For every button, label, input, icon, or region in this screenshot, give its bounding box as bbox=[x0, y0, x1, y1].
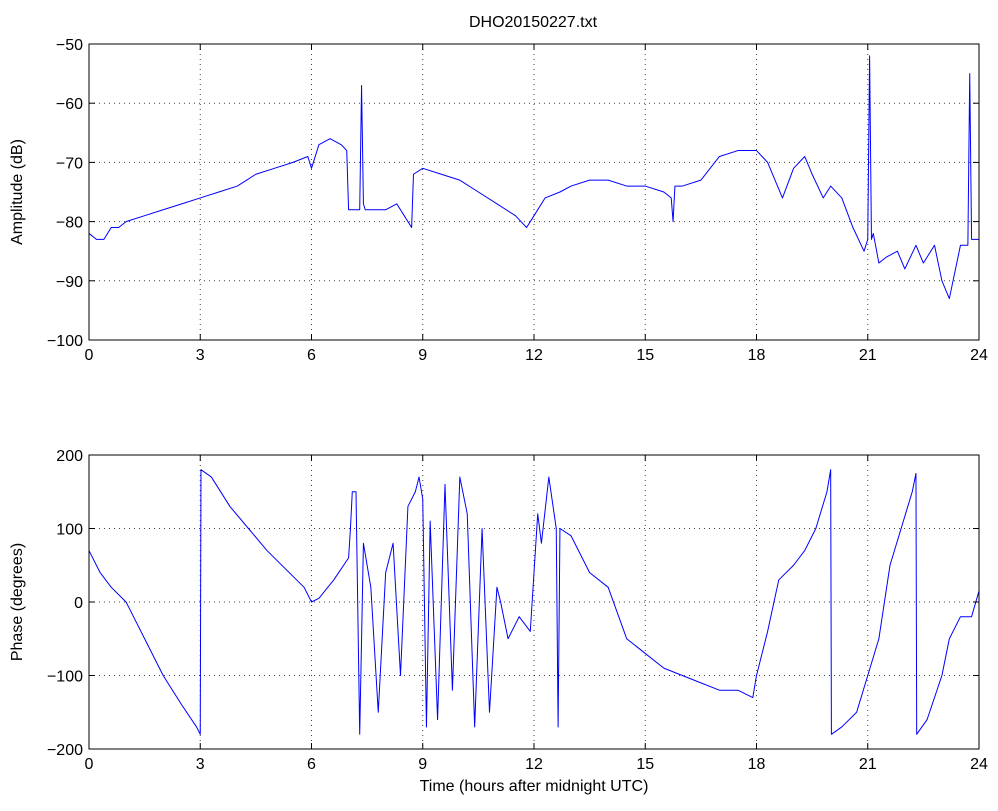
phase-xtick-label-8: 24 bbox=[970, 756, 988, 773]
chart-title: DHO20150227.txt bbox=[469, 14, 598, 31]
amplitude-ylabel: Amplitude (dB) bbox=[9, 139, 26, 245]
amplitude-xtick-label-4: 12 bbox=[525, 347, 543, 364]
amplitude-ytick-label-3: −70 bbox=[56, 155, 83, 172]
phase-xtick-label-0: 0 bbox=[85, 756, 94, 773]
phase-ylabel: Phase (degrees) bbox=[9, 543, 26, 661]
phase-ytick-label-0: −200 bbox=[47, 742, 83, 759]
phase-ytick-label-1: −100 bbox=[47, 669, 83, 686]
amplitude-series-line-0 bbox=[88, 55, 979, 300]
phase-panel: 0 3 6 9 12 15 18 21 24 −200 −100 0 100 200 Phase (degr… bbox=[9, 448, 988, 795]
amplitude-xtick-label-7: 21 bbox=[859, 347, 877, 364]
amplitude-ytick-label-5: −50 bbox=[56, 37, 83, 54]
amplitude-xtick-label-8: 24 bbox=[970, 347, 988, 364]
amplitude-xtick-label-5: 15 bbox=[636, 347, 654, 364]
amplitude-ytick-label-0: −100 bbox=[47, 333, 83, 350]
phase-ytick-label-4: 200 bbox=[56, 448, 83, 465]
amplitude-xtick-label-2: 6 bbox=[307, 347, 316, 364]
phase-xlabel: Time (hours after midnight UTC) bbox=[420, 778, 649, 795]
amplitude-axes-box bbox=[88, 43, 980, 341]
amplitude-xtick-label-6: 18 bbox=[748, 347, 766, 364]
amplitude-ytick-label-1: −90 bbox=[56, 274, 83, 291]
amplitude-xtick-label-0: 0 bbox=[85, 347, 94, 364]
phase-xtick-label-5: 15 bbox=[636, 756, 654, 773]
amplitude-xtick-label-1: 3 bbox=[196, 347, 205, 364]
amplitude-ytick-label-2: −80 bbox=[56, 215, 83, 232]
phase-xtick-label-2: 6 bbox=[307, 756, 316, 773]
phase-ytick-label-3: 100 bbox=[56, 522, 83, 539]
amplitude-ytick-label-4: −60 bbox=[56, 96, 83, 113]
amplitude-panel: 0 3 6 9 12 15 18 21 24 −100 −90 −80 −70 −60 −50 Amplitu… bbox=[9, 37, 988, 364]
phase-xtick-label-6: 18 bbox=[748, 756, 766, 773]
phase-series-line-0 bbox=[88, 469, 980, 735]
phase-ytick-label-2: 0 bbox=[74, 595, 83, 612]
phase-xtick-label-3: 9 bbox=[418, 756, 427, 773]
phase-xtick-label-4: 12 bbox=[525, 756, 543, 773]
phase-xtick-label-7: 21 bbox=[859, 756, 877, 773]
amplitude-xtick-label-3: 9 bbox=[418, 347, 427, 364]
phase-xtick-label-1: 3 bbox=[196, 756, 205, 773]
